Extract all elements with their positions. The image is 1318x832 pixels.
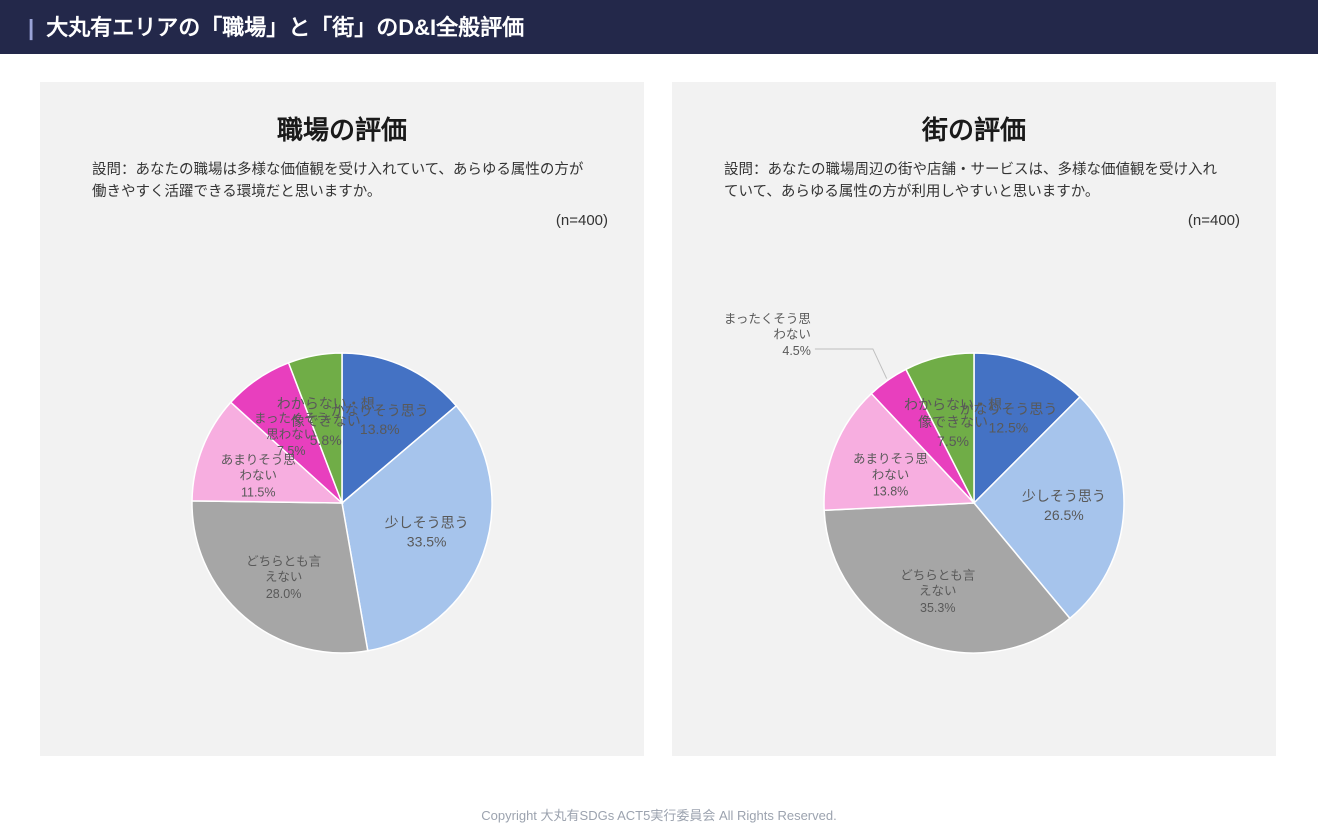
- panel-town: 街の評価 設問：あなたの職場周辺の街や店舗・サービスは、多様な価値観を受け入れて…: [672, 82, 1276, 756]
- title-pipe: |: [28, 15, 34, 40]
- panel-question-town: 設問：あなたの職場周辺の街や店舗・サービスは、多様な価値観を受け入れていて、あら…: [724, 159, 1224, 204]
- pie-chart-workplace: かなりそう思う13.8%少しそう思う33.5%どちらとも言えない28.0%あまり…: [68, 235, 616, 715]
- panel-title-workplace: 職場の評価: [68, 110, 616, 147]
- panel-question-workplace: 設問：あなたの職場は多様な価値観を受け入れていて、あらゆる属性の方が働きやすく活…: [92, 159, 592, 204]
- panel-title-town: 街の評価: [700, 110, 1248, 147]
- page-title: 大丸有エリアの「職場」と「街」のD&I全般評価: [46, 15, 524, 40]
- leader-line: [815, 349, 887, 379]
- page-root: | 大丸有エリアの「職場」と「街」のD&I全般評価 職場の評価 設問：あなたの職…: [0, 0, 1318, 832]
- pie-chart-town: かなりそう思う12.5%少しそう思う26.5%どちらとも言えない35.3%あまり…: [700, 235, 1248, 715]
- footer-copyright: Copyright 大丸有SDGs ACT5実行委員会 All Rights R…: [0, 805, 1318, 824]
- panels: 職場の評価 設問：あなたの職場は多様な価値観を受け入れていて、あらゆる属性の方が…: [0, 54, 1318, 756]
- title-bar: | 大丸有エリアの「職場」と「街」のD&I全般評価: [0, 0, 1318, 54]
- slice-label-outside: まったくそう思わない4.5%: [724, 312, 811, 358]
- panel-n-workplace: (n=400): [68, 212, 608, 229]
- panel-n-town: (n=400): [700, 212, 1240, 229]
- panel-workplace: 職場の評価 設問：あなたの職場は多様な価値観を受け入れていて、あらゆる属性の方が…: [40, 82, 644, 756]
